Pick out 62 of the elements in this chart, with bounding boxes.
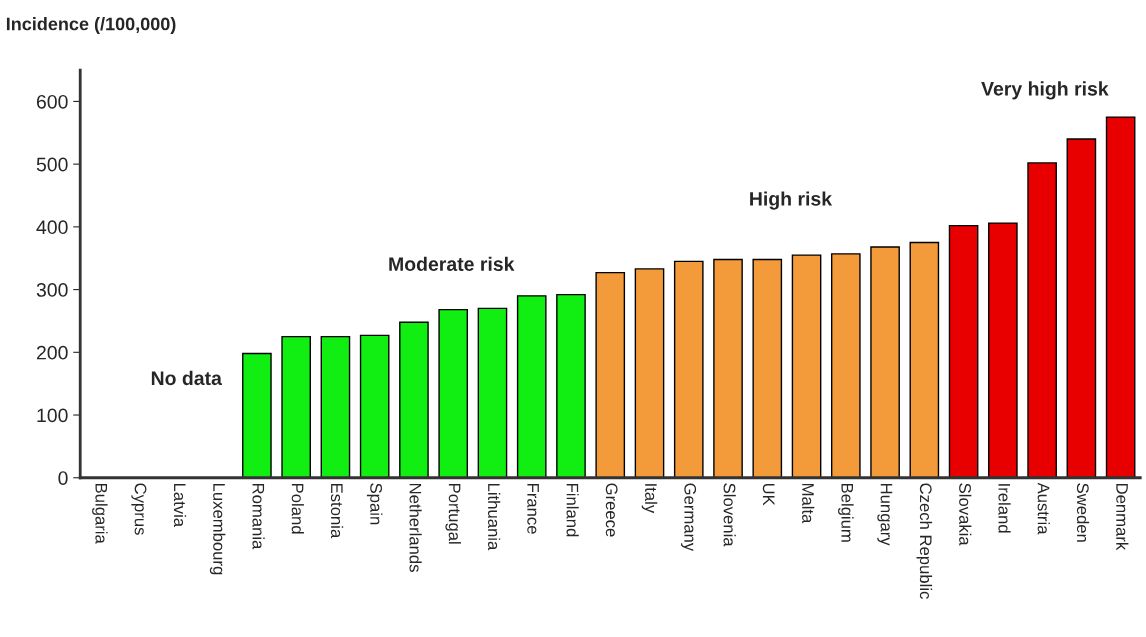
- bar: [242, 352, 272, 478]
- x-tick-label: Greece: [605, 483, 618, 537]
- x-tick-label: Cyprus: [131, 483, 147, 535]
- bar: [477, 307, 508, 478]
- x-tick-label: Slovakia: [959, 483, 972, 546]
- x-tick-label: Austria: [1037, 482, 1050, 535]
- x-tick-label: Finland: [566, 483, 579, 537]
- bar: [556, 293, 586, 478]
- x-tick-label: UK: [762, 483, 775, 506]
- annotation: Moderate risk: [389, 256, 515, 271]
- x-tick-label: Slovenia: [723, 483, 736, 547]
- bar: [634, 268, 665, 478]
- bar: [830, 253, 861, 478]
- annotation: Very high risk: [981, 81, 1109, 100]
- y-tick-label: 400: [36, 220, 68, 235]
- x-tick-label: Sweden: [1076, 483, 1090, 542]
- x-tick-label: Estonia: [330, 483, 344, 539]
- bar: [870, 246, 900, 478]
- bar: [988, 222, 1018, 478]
- bar: [516, 295, 547, 478]
- bar: [948, 224, 979, 478]
- bar: [1027, 162, 1057, 478]
- annotation: No data: [151, 370, 222, 386]
- bar: [595, 271, 626, 478]
- x-tick-label: Netherlands: [409, 483, 422, 572]
- x-tick-label: Hungary: [877, 483, 893, 546]
- bar: [673, 260, 704, 478]
- bar: [909, 241, 940, 478]
- x-tick-label: Romania: [252, 483, 265, 550]
- bar: [438, 308, 469, 478]
- x-tick-label: Poland: [291, 483, 304, 534]
- bar: [359, 334, 390, 478]
- x-tick-label: Italy: [641, 484, 658, 514]
- x-tick-label: Malta: [802, 483, 815, 524]
- y-tick-label: 500: [36, 157, 68, 172]
- y-tick-label: 200: [36, 345, 68, 360]
- x-tick-label: Luxembourg: [209, 483, 226, 575]
- x-tick-label: Lithuania: [487, 483, 501, 551]
- x-tick-label: Denmark: [1116, 483, 1129, 551]
- x-tick-label: Czech Republic: [916, 483, 933, 599]
- x-tick-label: France: [527, 483, 539, 534]
- y-tick-label: 600: [36, 94, 68, 109]
- annotation: High risk: [750, 191, 833, 210]
- x-tick-label: Bulgaria: [92, 483, 108, 544]
- y-tick-label: 100: [37, 408, 68, 423]
- x-tick-label: Ireland: [998, 484, 1011, 533]
- y-axis-title: Incidence (/100,000): [6, 17, 176, 34]
- bar: [713, 258, 743, 478]
- bar: [399, 321, 429, 478]
- bar: [1066, 138, 1097, 478]
- bar: [320, 335, 351, 478]
- x-tick-label: Germany: [681, 483, 697, 552]
- x-tick-label: Latvia: [173, 483, 187, 528]
- x-tick-label: Belgium: [838, 483, 854, 542]
- y-tick-label: 300: [36, 283, 68, 297]
- x-tick-label: Spain: [366, 483, 383, 525]
- bar: [1105, 116, 1136, 478]
- bar: [752, 258, 783, 478]
- y-tick-label: 0: [58, 471, 68, 485]
- bar: [791, 254, 822, 478]
- bar: [281, 335, 311, 478]
- x-tick-label: Portugal: [445, 483, 461, 544]
